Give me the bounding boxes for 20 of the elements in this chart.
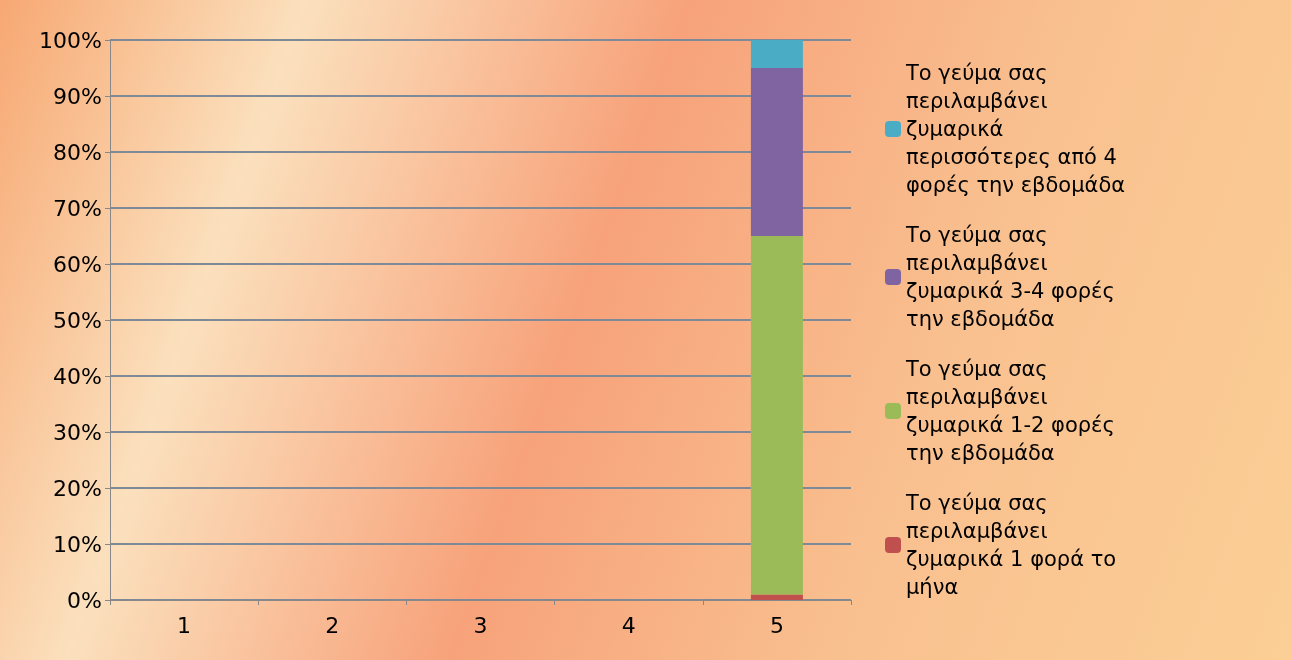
legend-label: Το γεύμα σας περιλαμβάνει ζυμαρικά περισσότερες από 4 φορές την εβδομάδα: [905, 61, 1126, 197]
x-tick-label: 1: [177, 612, 192, 638]
y-tick-label: 20%: [53, 475, 102, 501]
legend-label: Το γεύμα σας περιλαμβάνει ζυμαρικά 1 φορά το μήνα: [905, 491, 1123, 599]
y-tick-label: 60%: [53, 251, 102, 277]
y-tick-label: 30%: [53, 419, 102, 445]
x-tick-label: 4: [621, 612, 636, 638]
y-tick-label: 40%: [53, 363, 102, 389]
y-tick-label: 80%: [53, 139, 102, 165]
y-tick-label: 100%: [39, 27, 102, 53]
y-tick-label: 50%: [53, 307, 102, 333]
legend-label: Το γεύμα σας περιλαμβάνει ζυμαρικά 1-2 φορές την εβδομάδα: [905, 357, 1122, 465]
x-tick-label: 3: [473, 612, 488, 638]
y-tick-label: 90%: [53, 83, 102, 109]
y-tick-label: 0%: [67, 587, 102, 613]
y-tick-label: 10%: [53, 531, 102, 557]
y-tick-label: 70%: [53, 195, 102, 221]
legend-label: Το γεύμα σας περιλαμβάνει ζυμαρικά 3-4 φορές την εβδομάδα: [905, 223, 1122, 331]
x-tick-label: 5: [769, 612, 784, 638]
x-tick-label: 2: [325, 612, 340, 638]
